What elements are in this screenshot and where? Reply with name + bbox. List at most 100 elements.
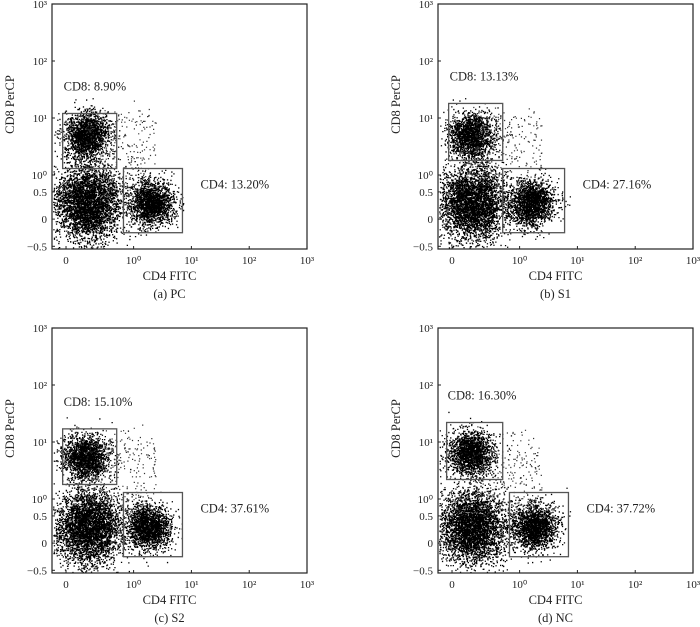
y-tick-label: 0.5	[33, 187, 47, 199]
y-tick-label: −0.5	[27, 565, 47, 577]
x-axis-title: CD4 FITC	[529, 593, 583, 607]
panel-caption: (b) S1	[540, 287, 571, 301]
x-tick-label: 10³	[686, 255, 700, 267]
x-axis-title: CD4 FITC	[143, 593, 197, 607]
y-tick-label: 10²	[419, 380, 434, 392]
y-tick-label: 10⁰	[418, 494, 434, 506]
gate-label-cd8: CD8: 15.10%	[64, 395, 133, 409]
y-tick-label: 0.5	[33, 511, 47, 523]
gate-label-cd8: CD8: 13.13%	[450, 69, 519, 83]
y-tick-label: 0	[42, 538, 48, 550]
y-tick-label: 10⁰	[418, 170, 434, 182]
population-dots	[113, 491, 183, 567]
gate-cd8	[445, 421, 504, 481]
x-tick-label: 10³	[300, 255, 315, 267]
population-dots	[440, 98, 511, 178]
gate-label-cd4: CD4: 27.16%	[583, 178, 652, 192]
y-tick-label: 10¹	[419, 113, 433, 125]
y-tick-label: 10³	[419, 323, 434, 335]
plot-frame	[51, 3, 308, 250]
population-CD8+	[440, 98, 511, 178]
x-tick-label: 0	[449, 255, 455, 267]
gate-cd8	[61, 112, 118, 170]
y-tick-label: −0.5	[413, 565, 433, 577]
population-dots	[495, 166, 571, 240]
population-dots	[53, 417, 129, 500]
scatter-plot-c: 0 10⁰ 10¹ 10² 10³ −0.5 0 0.5 10⁰ 10¹ 10² 10³ CD8: 15…	[3, 323, 315, 625]
y-axis-title: CD8 PerCP	[389, 399, 403, 458]
panel-b: 0 10⁰ 10¹ 10² 10³ −0.5 0 0.5 10⁰ 10¹ 10² 10³ CD8: 13…	[350, 0, 700, 313]
x-tick-label: 10³	[300, 579, 315, 591]
y-tick-label: 0.5	[419, 511, 433, 523]
y-tick-label: 10¹	[33, 113, 47, 125]
gate-cd8	[61, 428, 118, 486]
population-CD4+	[495, 166, 571, 240]
panel-d: 0 10⁰ 10¹ 10² 10³ −0.5 0 0.5 10⁰ 10¹ 10² 10³ CD8: 16…	[350, 313, 700, 626]
y-axis-title: CD8 PerCP	[389, 75, 403, 134]
sparse-events	[472, 426, 543, 516]
y-tick-label: 10³	[33, 323, 48, 335]
panel-c: 0 10⁰ 10¹ 10² 10³ −0.5 0 0.5 10⁰ 10¹ 10² 10³ CD8: 15…	[0, 313, 350, 626]
x-tick-label: 10⁰	[126, 579, 142, 591]
population-dots	[54, 98, 124, 179]
scatter-plot-d: 0 10⁰ 10¹ 10² 10³ −0.5 0 0.5 10⁰ 10¹ 10² 10³ CD8: 16…	[389, 323, 700, 625]
x-tick-label: 10²	[628, 255, 643, 267]
population-dots	[53, 137, 153, 250]
population-dots	[53, 464, 159, 574]
y-tick-label: 10⁰	[32, 494, 48, 506]
panel-caption: (a) PC	[153, 287, 185, 301]
y-tick-label: 10¹	[33, 437, 47, 449]
x-tick-label: 10²	[628, 579, 643, 591]
gate-label-cd4: CD4: 13.20%	[200, 178, 269, 192]
population-CD4+	[116, 167, 185, 238]
y-tick-label: −0.5	[27, 241, 47, 253]
gate-label-cd4: CD4: 37.72%	[586, 502, 655, 516]
population-double-negative	[53, 137, 153, 250]
scatter-points	[439, 98, 571, 249]
population-dots	[439, 411, 513, 491]
y-tick-label: −0.5	[413, 241, 433, 253]
x-tick-label: 10¹	[570, 579, 584, 591]
population-double-negative	[439, 131, 538, 249]
population-dots	[116, 167, 185, 238]
gate-cd4	[508, 491, 570, 558]
gate-label-cd8: CD8: 16.30%	[448, 388, 517, 402]
population-CD4+	[113, 491, 183, 567]
y-tick-label: 10²	[419, 56, 434, 68]
plot-frame	[437, 327, 694, 574]
x-tick-label: 10¹	[184, 255, 198, 267]
scatter-plot-b: 0 10⁰ 10¹ 10² 10³ −0.5 0 0.5 10⁰ 10¹ 10² 10³ CD8: 13…	[389, 0, 700, 301]
x-tick-label: 10²	[242, 255, 257, 267]
population-double-negative	[439, 468, 539, 574]
x-tick-label: 0	[449, 579, 455, 591]
y-tick-label: 0	[428, 538, 434, 550]
y-tick-label: 10⁰	[32, 170, 48, 182]
x-tick-label: 10¹	[570, 255, 584, 267]
y-axis-title: CD8 PerCP	[3, 75, 17, 134]
y-tick-label: 0	[42, 214, 48, 226]
y-tick-label: 10³	[33, 0, 48, 11]
gate-cd4	[122, 491, 184, 558]
gate-cd4	[122, 167, 184, 234]
x-tick-label: 10²	[242, 579, 257, 591]
population-dots	[439, 468, 539, 574]
gate-cd4	[502, 167, 566, 234]
x-axis-title: CD4 FITC	[143, 269, 197, 283]
x-tick-label: 0	[63, 255, 69, 267]
x-tick-label: 10⁰	[512, 579, 528, 591]
panel-caption: (d) NC	[538, 611, 573, 625]
y-tick-label: 10²	[33, 56, 48, 68]
y-tick-label: 10²	[33, 380, 48, 392]
gate-cd8	[447, 102, 504, 162]
y-tick-label: 0	[428, 214, 434, 226]
y-tick-label: 10³	[419, 0, 434, 11]
panel-a: 0 10⁰ 10¹ 10² 10³ −0.5 0 0.5 10⁰ 10¹ 10² 10³ CD8: 8.…	[0, 0, 350, 313]
scatter-points	[439, 411, 572, 574]
gate-label-cd4: CD4: 37.61%	[200, 502, 269, 516]
population-dots	[497, 484, 572, 564]
y-tick-label: 0.5	[419, 187, 433, 199]
x-tick-label: 10⁰	[512, 255, 528, 267]
y-tick-label: 10¹	[419, 437, 433, 449]
x-tick-label: 0	[63, 579, 69, 591]
gate-label-cd8: CD8: 8.90%	[64, 79, 127, 93]
